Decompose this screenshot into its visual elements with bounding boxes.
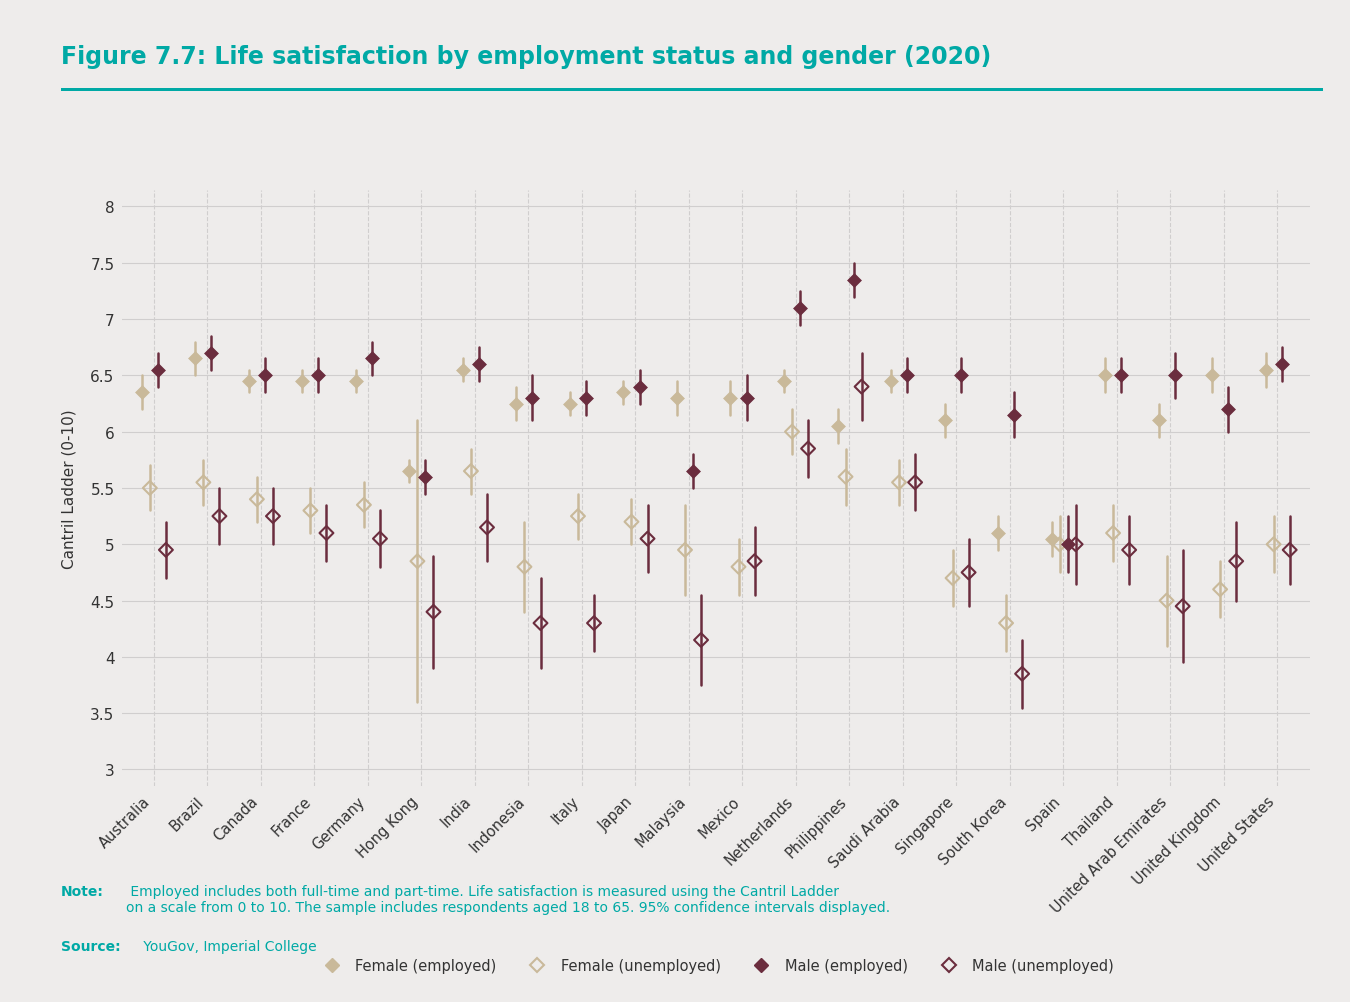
- Point: [362, 351, 383, 367]
- Point: [346, 374, 367, 390]
- Point: [842, 273, 864, 289]
- Point: [1164, 368, 1185, 384]
- Point: [957, 565, 979, 581]
- Point: [406, 553, 428, 569]
- Point: [521, 391, 543, 407]
- Point: [201, 346, 223, 362]
- Point: [460, 464, 482, 480]
- Point: [1110, 368, 1131, 384]
- Point: [1148, 413, 1169, 429]
- Point: [583, 615, 605, 631]
- Text: Figure 7.7: Life satisfaction by employment status and gender (2020): Figure 7.7: Life satisfaction by employm…: [61, 45, 991, 69]
- Point: [1065, 537, 1087, 553]
- Point: [529, 615, 551, 631]
- Point: [826, 419, 848, 435]
- Point: [477, 520, 498, 536]
- Point: [774, 374, 795, 390]
- Point: [798, 441, 819, 457]
- Point: [1118, 542, 1139, 558]
- Text: Source:: Source:: [61, 939, 120, 953]
- Point: [1278, 542, 1300, 558]
- Point: [666, 391, 687, 407]
- Point: [790, 301, 811, 317]
- Point: [674, 542, 695, 558]
- Point: [423, 604, 444, 620]
- Point: [720, 391, 741, 407]
- Point: [629, 379, 651, 395]
- Point: [621, 514, 643, 530]
- Point: [354, 497, 375, 513]
- Point: [1057, 537, 1079, 553]
- Point: [613, 385, 634, 401]
- Point: [506, 396, 528, 412]
- Point: [155, 542, 177, 558]
- Point: [238, 374, 259, 390]
- Point: [1041, 531, 1062, 547]
- Point: [1095, 368, 1116, 384]
- Point: [147, 363, 169, 379]
- Point: [567, 509, 589, 525]
- Point: [637, 531, 659, 547]
- Point: [880, 374, 902, 390]
- Point: [1270, 357, 1292, 373]
- Text: Note:: Note:: [61, 884, 104, 898]
- Point: [850, 379, 872, 395]
- Point: [398, 464, 420, 480]
- Point: [934, 413, 956, 429]
- Point: [736, 391, 757, 407]
- Point: [834, 469, 856, 485]
- Point: [316, 525, 338, 541]
- Point: [414, 469, 436, 485]
- Point: [1262, 537, 1284, 553]
- Point: [888, 475, 910, 491]
- Point: [728, 559, 749, 575]
- Point: [369, 531, 390, 547]
- Y-axis label: Cantril Ladder (0-10): Cantril Ladder (0-10): [61, 409, 77, 568]
- Point: [513, 559, 535, 575]
- Point: [1103, 525, 1125, 541]
- Point: [995, 615, 1017, 631]
- Point: [1254, 363, 1276, 379]
- Point: [254, 368, 275, 384]
- Point: [452, 363, 474, 379]
- Point: [300, 503, 321, 519]
- Text: Employed includes both full-time and part-time. Life satisfaction is measured us: Employed includes both full-time and par…: [126, 884, 890, 914]
- Point: [744, 553, 765, 569]
- Point: [682, 464, 703, 480]
- Point: [950, 368, 972, 384]
- Point: [209, 509, 231, 525]
- Point: [896, 368, 918, 384]
- Point: [690, 632, 711, 648]
- Point: [782, 424, 803, 440]
- Point: [1011, 666, 1033, 682]
- Point: [1218, 402, 1239, 418]
- Point: [193, 475, 215, 491]
- Point: [1226, 553, 1247, 569]
- Point: [468, 357, 490, 373]
- Text: YouGov, Imperial College: YouGov, Imperial College: [139, 939, 317, 953]
- Point: [942, 570, 964, 586]
- Point: [131, 385, 153, 401]
- Point: [1003, 408, 1025, 424]
- Point: [262, 509, 284, 525]
- Point: [1172, 598, 1193, 614]
- Point: [904, 475, 926, 491]
- Point: [987, 525, 1008, 541]
- Point: [1210, 582, 1231, 598]
- Point: [139, 481, 161, 497]
- Point: [185, 351, 207, 367]
- Point: [308, 368, 329, 384]
- Point: [246, 492, 267, 508]
- Point: [575, 391, 597, 407]
- Legend: Female (employed), Female (unemployed), Male (employed), Male (unemployed): Female (employed), Female (unemployed), …: [312, 952, 1119, 979]
- Point: [1202, 368, 1223, 384]
- Point: [1049, 537, 1071, 553]
- Point: [1156, 593, 1177, 609]
- Point: [559, 396, 580, 412]
- Point: [292, 374, 313, 390]
